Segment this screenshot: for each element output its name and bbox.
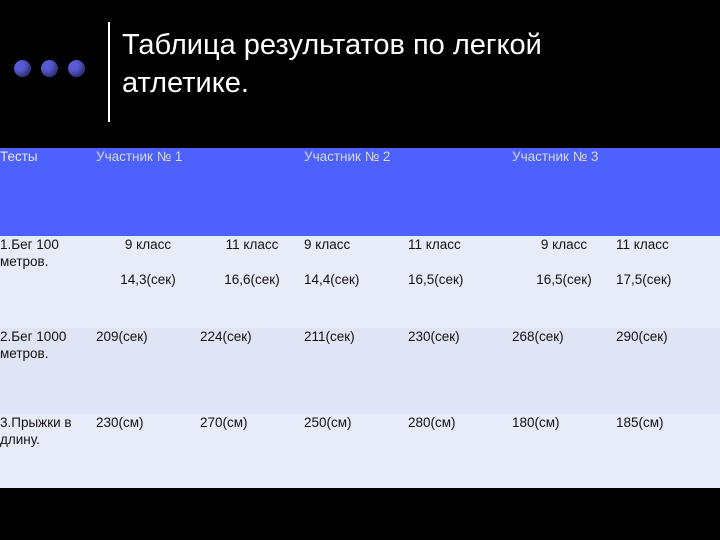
cell-p2-grade9: 9 класс 14,4(сек)	[304, 236, 408, 328]
cell-p3-grade11-value: 290(сек)	[616, 328, 720, 414]
title-block: Таблица результатов по легкой атлетике.	[0, 0, 720, 140]
title-divider	[108, 22, 110, 122]
cell-p1-grade11: 11 класс 16,6(сек)	[200, 236, 304, 328]
grade-label: 11 класс	[408, 237, 461, 252]
cell-p2-grade9-value: 211(сек)	[304, 328, 408, 414]
cell-p3-grade9-value: 180(см)	[512, 414, 616, 488]
table-header-cell-blank-2	[408, 148, 512, 236]
value-label: 16,6(сек)	[224, 272, 280, 287]
row-label-run-100m: 1.Бег 100 метров.	[0, 236, 96, 328]
row-label-run-1000m: 2.Бег 1000 метров.	[0, 328, 96, 414]
grade-label: 9 класс	[540, 237, 588, 252]
table-row: 1.Бег 100 метров. 9 класс 14,3(сек) 11 к…	[0, 236, 720, 328]
results-table-wrapper: Тесты Участник № 1 Участник № 2 Участник…	[0, 148, 720, 488]
table-header-row: Тесты Участник № 1 Участник № 2 Участник…	[0, 148, 720, 236]
table-row: 2.Бег 1000 метров. 209(сек) 224(сек) 211…	[0, 328, 720, 414]
cell-p3-grade11-value: 185(см)	[616, 414, 720, 488]
table-header-cell-participant-2: Участник № 2	[304, 148, 408, 236]
cell-p2-grade11-value: 230(сек)	[408, 328, 512, 414]
cell-p2-grade11-value: 280(см)	[408, 414, 512, 488]
cell-p1-grade9-value: 230(см)	[96, 414, 200, 488]
table-header-cell-participant-3: Участник № 3	[512, 148, 616, 236]
value-label: 14,3(сек)	[120, 272, 176, 287]
cell-p3-grade9-value: 268(сек)	[512, 328, 616, 414]
bullet-dot-icon	[68, 60, 85, 77]
value-label: 17,5(сек)	[616, 272, 672, 287]
cell-p1-grade11-value: 224(сек)	[200, 328, 304, 414]
grade-label: 11 класс	[225, 237, 279, 252]
table-header-cell-blank-3	[616, 148, 720, 236]
table-header-cell-participant-1: Участник № 1	[96, 148, 200, 236]
table-header-cell-tests: Тесты	[0, 148, 96, 236]
grade-label: 9 класс	[304, 237, 351, 252]
table-row: 3.Прыжки в длину. 230(см) 270(см) 250(см…	[0, 414, 720, 488]
value-label: 16,5(сек)	[408, 272, 464, 287]
bullet-dot-icon	[14, 60, 31, 77]
bullet-dots-decoration	[14, 60, 85, 77]
cell-p2-grade11: 11 класс 16,5(сек)	[408, 236, 512, 328]
cell-p1-grade9-value: 209(сек)	[96, 328, 200, 414]
row-label-long-jump: 3.Прыжки в длину.	[0, 414, 96, 488]
cell-p1-grade9: 9 класс 14,3(сек)	[96, 236, 200, 328]
value-label: 16,5(сек)	[536, 272, 592, 287]
bullet-dot-icon	[41, 60, 58, 77]
cell-p3-grade11: 11 класс 17,5(сек)	[616, 236, 720, 328]
grade-label: 11 класс	[616, 237, 669, 252]
value-label: 14,4(сек)	[304, 272, 360, 287]
cell-p3-grade9: 9 класс 16,5(сек)	[512, 236, 616, 328]
cell-p2-grade9-value: 250(см)	[304, 414, 408, 488]
grade-label: 9 класс	[124, 237, 172, 252]
results-table: Тесты Участник № 1 Участник № 2 Участник…	[0, 148, 720, 488]
page-title: Таблица результатов по легкой атлетике.	[122, 29, 542, 99]
cell-p1-grade11-value: 270(см)	[200, 414, 304, 488]
table-header-cell-blank-1	[200, 148, 304, 236]
